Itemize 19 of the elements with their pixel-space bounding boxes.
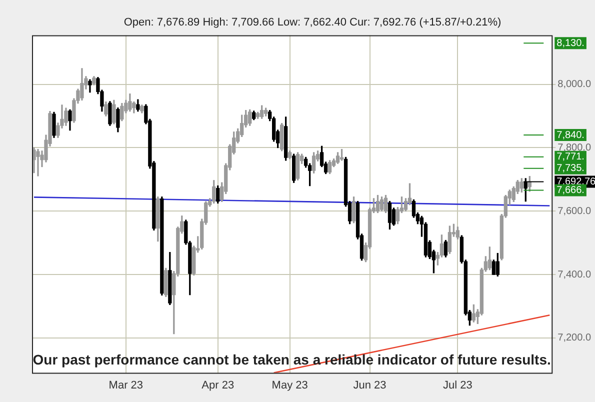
x-tick-label: Jun 23	[353, 379, 386, 392]
y-tick-label: 7,400.0	[558, 269, 592, 280]
y-tick-label: 8,000.0	[558, 79, 592, 90]
chart-subtitle: Open: 7,676.89 High: 7,709.66 Low: 7,662.40 Cur: 7,692.76 (+15.87/+0.21%)	[124, 16, 502, 29]
x-tick-label: Apr 23	[202, 379, 234, 392]
ref-line-label: 8,130.	[556, 38, 584, 49]
annotation: Our past performance cannot be taken as a reliable indicator of future results.	[32, 352, 551, 368]
ref-line-label: 7,692.76	[556, 176, 595, 188]
ref-line-label: 7,840.	[556, 130, 584, 141]
ref-line-label: 7,666.	[556, 184, 584, 196]
x-tick-label: May 23	[272, 379, 308, 392]
x-tick-label: Jul 23	[443, 379, 472, 392]
y-tick-label: 7,600.0	[558, 206, 592, 217]
y-tick-label: 7,200.0	[558, 332, 592, 344]
ref-line-label: 7,735.	[556, 163, 584, 174]
y-tick-label: 7,800.0	[558, 142, 592, 154]
ref-line-label: 7,771.	[556, 152, 584, 163]
candlestick	[36, 148, 40, 176]
x-tick-label: Mar 23	[108, 379, 144, 392]
